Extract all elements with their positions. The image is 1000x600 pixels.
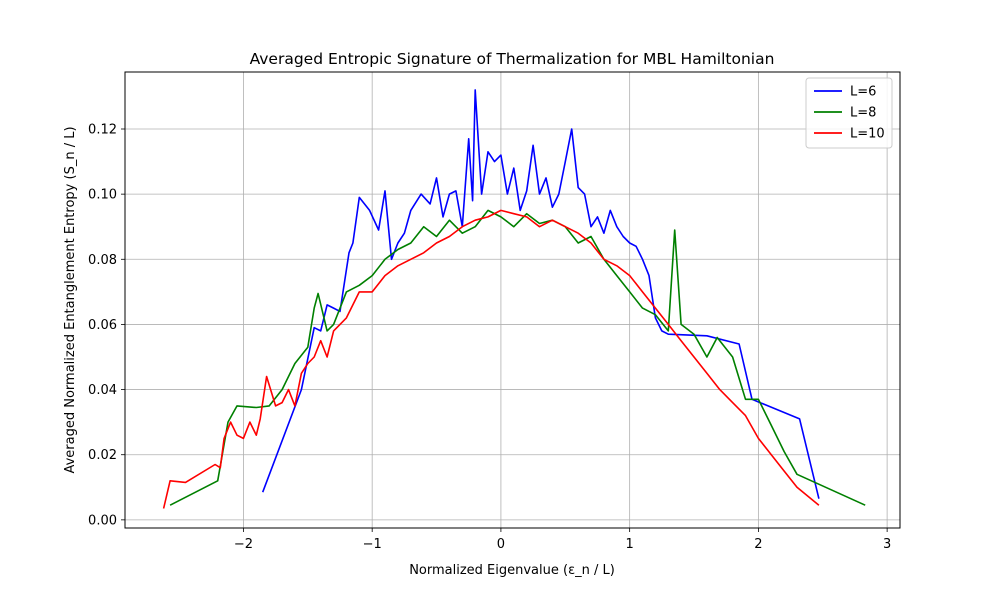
- x-tick-label: 3: [883, 537, 891, 552]
- x-tick-label: 2: [754, 537, 762, 552]
- legend-label-l8: L=8: [850, 106, 876, 121]
- y-tick-label: 0.00: [88, 513, 117, 528]
- x-axis-label: Normalized Eigenvalue (ε_n / L): [409, 563, 615, 578]
- y-tick-label: 0.06: [88, 318, 117, 333]
- y-tick-label: 0.12: [88, 123, 117, 138]
- x-tick-label: 1: [626, 537, 634, 552]
- x-tick-label: 0: [497, 537, 505, 552]
- y-axis-label: Averaged Normalized Entanglement Entropy…: [63, 126, 78, 473]
- legend-box: [805, 77, 893, 149]
- y-tick-label: 0.02: [88, 448, 117, 463]
- y-tick-label: 0.08: [88, 253, 117, 268]
- x-tick-label: −1: [363, 537, 382, 552]
- legend: L=6 L=8 L=10: [805, 77, 893, 149]
- axis-ticks: −2 −1 0 1 2 3 0.00 0.02 0.04 0.06 0.08 0.10 0.12: [88, 123, 891, 553]
- plot-frame: [124, 71, 901, 529]
- chart-title: Averaged Entropic Signature of Thermaliz…: [250, 50, 775, 68]
- series-line-l8: [169, 209, 866, 506]
- legend-label-l10: L=10: [850, 127, 885, 142]
- x-tick-label: −2: [234, 537, 253, 552]
- y-tick-label: 0.10: [88, 188, 117, 203]
- series-line-l10: [162, 209, 820, 509]
- y-tick-label: 0.04: [88, 383, 117, 398]
- series-line-l6: [261, 89, 820, 499]
- grid: [125, 72, 900, 528]
- legend-label-l6: L=6: [850, 85, 876, 100]
- series-lines: [162, 89, 866, 509]
